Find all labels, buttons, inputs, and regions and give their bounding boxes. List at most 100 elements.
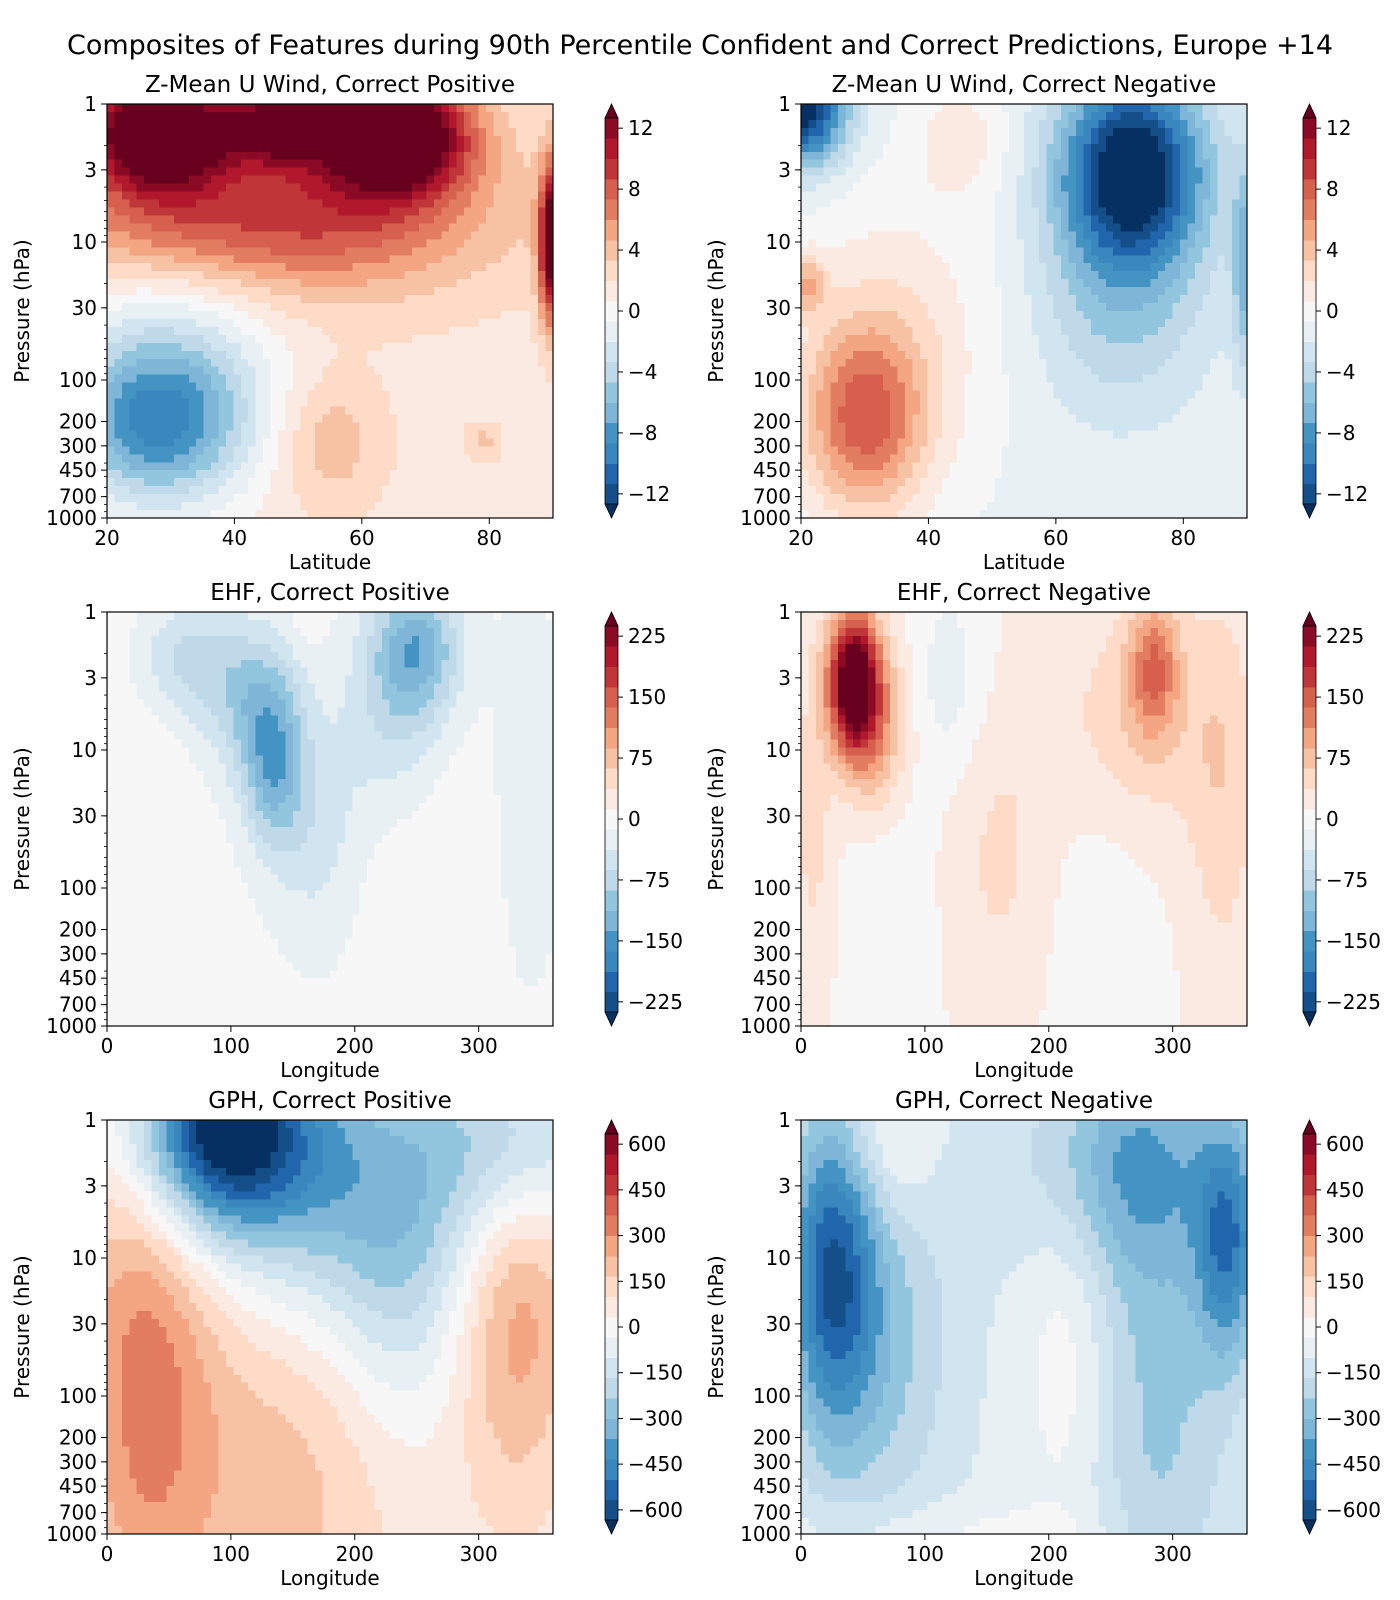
contour-cell	[211, 494, 219, 503]
contour-cell	[501, 351, 509, 360]
contour-cell	[419, 295, 427, 304]
contour-cell	[174, 454, 182, 463]
contour-cell	[1188, 152, 1196, 161]
contour-cell	[846, 327, 854, 336]
contour-cell	[1188, 223, 1196, 232]
colorbar-tick-label: −4	[628, 360, 657, 384]
contour-cell	[972, 327, 980, 336]
contour-cell	[905, 223, 913, 232]
contour-cell	[905, 231, 913, 240]
contour-cell	[226, 311, 234, 320]
contour-cell	[300, 438, 308, 447]
contour-cell	[1195, 247, 1203, 256]
contour-cell	[330, 303, 338, 312]
contour-cell	[442, 486, 450, 495]
contour-cell	[189, 367, 197, 376]
contour-cell	[1083, 263, 1091, 272]
contour-cell	[315, 295, 323, 304]
contour-cell	[920, 176, 928, 185]
contour-cell	[464, 247, 472, 256]
contour-cell	[129, 494, 137, 503]
contour-cell	[352, 136, 360, 145]
contour-cell	[189, 454, 197, 463]
contour-cell	[337, 327, 345, 336]
contour-cell	[501, 208, 509, 217]
contour-cell	[367, 112, 375, 121]
contour-cell	[442, 168, 450, 177]
contour-cell	[1017, 327, 1025, 336]
contour-cell	[1188, 104, 1196, 113]
contour-cell	[456, 271, 464, 280]
contour-cell	[994, 247, 1002, 256]
contour-cell	[994, 327, 1002, 336]
contour-cell	[456, 470, 464, 479]
contour-cell	[823, 192, 831, 201]
contour-cell	[1240, 120, 1248, 129]
contour-cell	[367, 319, 375, 328]
contour-cell	[434, 407, 442, 416]
contour-cell	[263, 399, 271, 408]
contour-cell	[442, 200, 450, 209]
contour-cell	[890, 168, 898, 177]
contour-cell	[375, 438, 383, 447]
contour-cell	[345, 446, 353, 455]
contour-cell	[367, 144, 375, 153]
contour-cell	[875, 303, 883, 312]
contour-cell	[271, 407, 279, 416]
contour-cell	[352, 263, 360, 272]
contour-cell	[189, 168, 197, 177]
contour-cell	[1031, 136, 1039, 145]
contour-cell	[494, 271, 502, 280]
contour-cell	[846, 287, 854, 296]
contour-cell	[449, 192, 457, 201]
contour-cell	[159, 255, 167, 264]
contour-cell	[1009, 239, 1017, 248]
contour-cell	[323, 470, 331, 479]
contour-cell	[219, 375, 227, 384]
contour-cell	[442, 192, 450, 201]
contour-cell	[337, 295, 345, 304]
contour-cell	[1136, 168, 1144, 177]
contour-cell	[174, 295, 182, 304]
contour-cell	[1232, 319, 1240, 328]
contour-cell	[972, 104, 980, 113]
contour-cell	[389, 351, 397, 360]
contour-cell	[501, 486, 509, 495]
contour-cell	[323, 391, 331, 400]
contour-cell	[1210, 247, 1218, 256]
contour-cell	[838, 200, 846, 209]
contour-cell	[486, 343, 494, 352]
contour-cell	[442, 136, 450, 145]
contour-cell	[957, 263, 965, 272]
contour-cell	[508, 160, 516, 169]
contour-cell	[285, 263, 293, 272]
contour-cell	[1017, 335, 1025, 344]
contour-cell	[382, 494, 390, 503]
contour-cell	[516, 200, 524, 209]
contour-cell	[271, 231, 279, 240]
contour-cell	[1039, 168, 1047, 177]
contour-cell	[107, 128, 115, 137]
contour-cell	[367, 430, 375, 439]
contour-cell	[1098, 287, 1106, 296]
contour-cell	[427, 367, 435, 376]
contour-cell	[531, 446, 539, 455]
contour-cell	[315, 247, 323, 256]
contour-cell	[337, 454, 345, 463]
contour-cell	[219, 391, 227, 400]
contour-cell	[1158, 192, 1166, 201]
contour-cell	[337, 335, 345, 344]
contour-cell	[233, 287, 241, 296]
contour-cell	[494, 104, 502, 113]
contour-cell	[382, 255, 390, 264]
contour-cell	[1195, 152, 1203, 161]
contour-cell	[248, 335, 256, 344]
contour-cell	[1240, 327, 1248, 336]
contour-cell	[1002, 144, 1010, 153]
contour-cell	[248, 247, 256, 256]
contour-cell	[419, 215, 427, 224]
contour-cell	[144, 510, 152, 519]
contour-cell	[360, 375, 368, 384]
contour-cell	[486, 462, 494, 471]
contour-cell	[1069, 120, 1077, 129]
